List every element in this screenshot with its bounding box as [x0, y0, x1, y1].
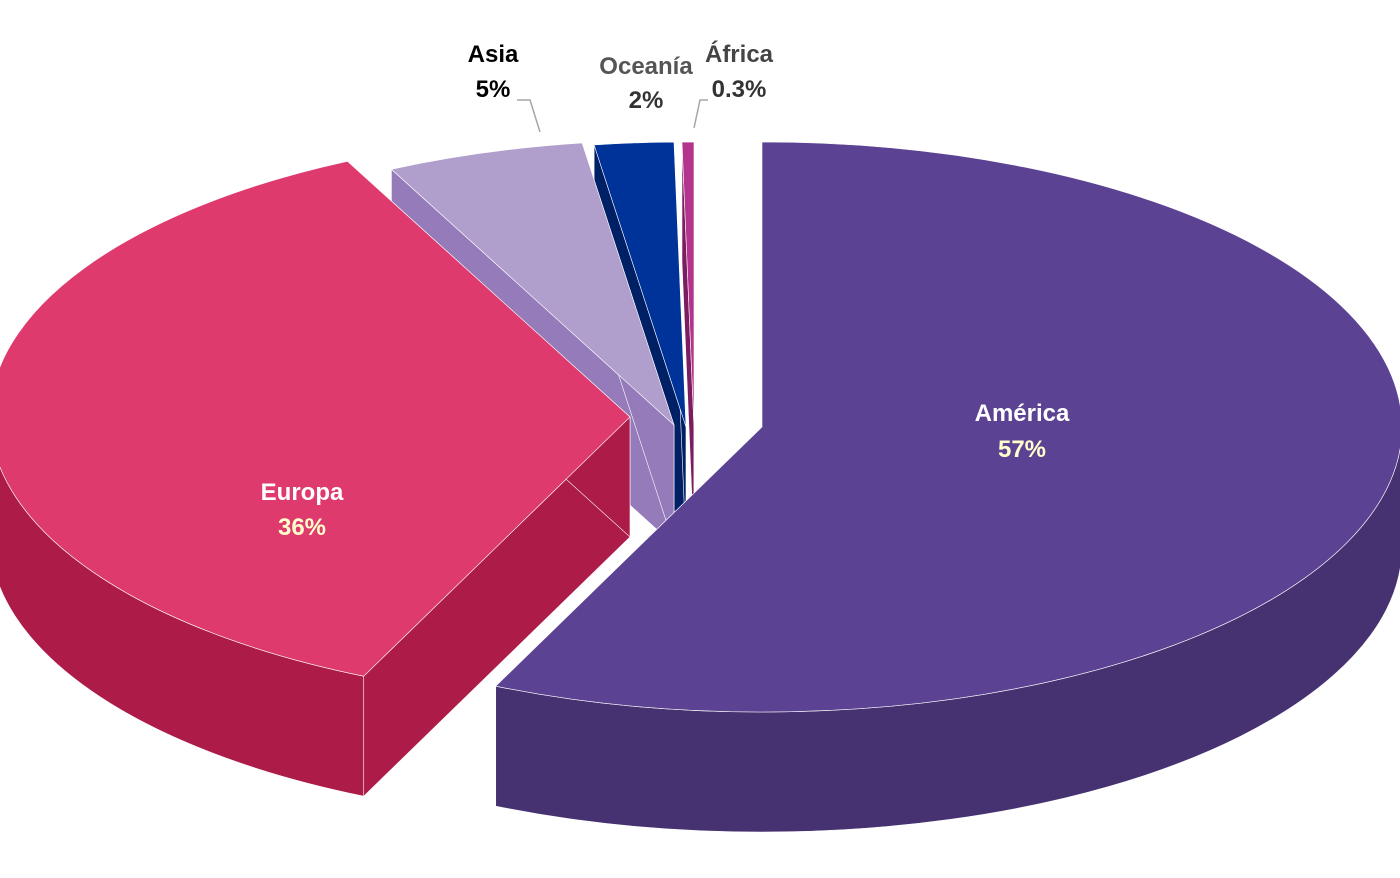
slice-value-asia: 5% [476, 76, 511, 103]
slice-africa [681, 141, 695, 548]
slice-europa [0, 160, 631, 797]
slice-label-europa: Europa [261, 479, 344, 506]
slice-label-africa: África [705, 40, 774, 68]
slice-label-oceania: Oceanía [599, 53, 693, 80]
slice-africa-top [681, 141, 695, 428]
pie-slices [0, 141, 1400, 833]
slice-asia-top [390, 142, 675, 426]
slice-value-africa: 0.3% [712, 76, 767, 103]
slice-label-america: América [975, 400, 1070, 427]
slice-label-asia: Asia [468, 41, 519, 68]
slice-value-oceania: 2% [629, 87, 664, 114]
slice-america [495, 141, 1400, 833]
slice-oceania-top [593, 141, 687, 428]
leader-line-asia [517, 99, 541, 133]
slice-value-europa: 36% [278, 514, 326, 541]
slice-america-top [495, 141, 1400, 713]
slice-europa-top [0, 160, 631, 677]
leader-line-africa [693, 99, 708, 129]
slice-value-america: 57% [998, 436, 1046, 463]
leader-lines [517, 99, 708, 133]
